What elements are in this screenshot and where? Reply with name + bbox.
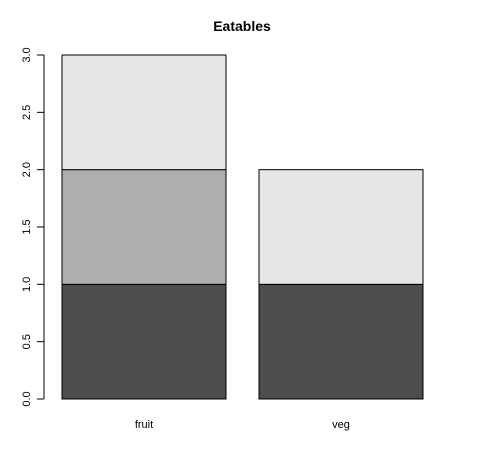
chart-title: Eatables — [213, 18, 271, 34]
bar-segment-veg-1 — [258, 283, 424, 400]
y-tick-label: 3.0 — [21, 47, 33, 62]
y-tick-label: 1.5 — [21, 219, 33, 234]
x-axis-labels: fruit veg — [135, 419, 350, 431]
bar-segment-fruit-3 — [61, 54, 227, 171]
category-label-fruit: fruit — [135, 419, 153, 431]
y-tick-label: 1.0 — [21, 277, 33, 292]
category-label-veg: veg — [332, 419, 350, 431]
bar-segment-veg-3 — [258, 169, 424, 285]
y-tick-label: 0.0 — [21, 391, 33, 406]
y-tick-label: 2.0 — [21, 162, 33, 177]
bars — [61, 54, 424, 400]
y-tick-label: 2.5 — [21, 105, 33, 120]
bar-segment-fruit-1 — [61, 283, 227, 400]
y-tick-label: 0.5 — [21, 334, 33, 349]
y-axis: 0.0 0.5 1.0 1.5 2.0 2.5 3.0 — [21, 47, 45, 407]
bar-segment-fruit-2 — [61, 169, 227, 285]
